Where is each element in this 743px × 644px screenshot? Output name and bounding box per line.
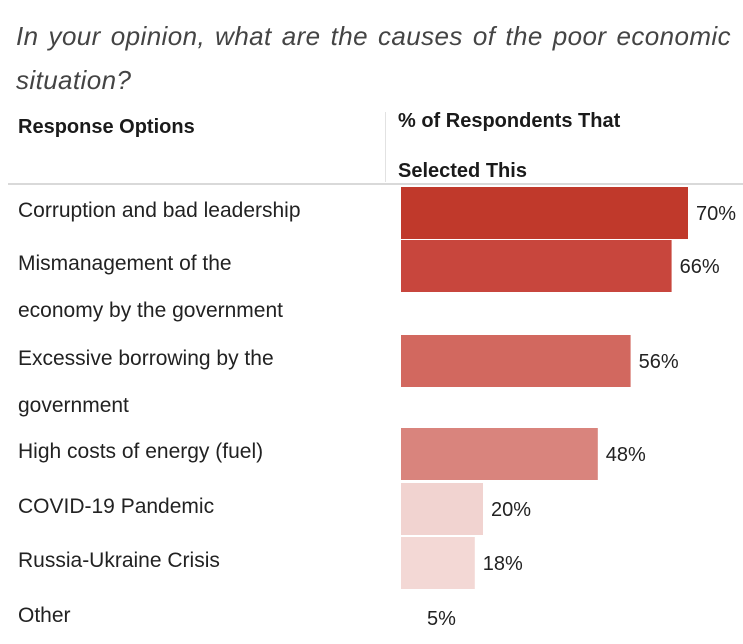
header-divider (385, 112, 386, 182)
bar (401, 428, 598, 480)
category-label: Excessive borrowing by the government (18, 347, 274, 417)
value-label: 20% (491, 499, 531, 521)
bar (401, 592, 422, 644)
value-label: 66% (680, 256, 720, 278)
response-options-header: Response Options (18, 116, 195, 138)
bar (401, 483, 483, 535)
value-label: 56% (639, 351, 679, 373)
header-rule (8, 183, 743, 185)
bar (401, 335, 631, 387)
category-label: Russia-Ukraine Crisis (18, 549, 220, 572)
bar (401, 187, 688, 239)
category-label: COVID-19 Pandemic (18, 495, 214, 518)
value-label: 70% (696, 203, 736, 225)
category-label: Mismanagement of the economy by the gover… (18, 252, 283, 322)
category-label: Other (18, 604, 71, 627)
value-label: 5% (427, 608, 456, 630)
bar (401, 240, 672, 292)
bar (401, 537, 475, 589)
percent-header: % of Respondents That Selected This (398, 110, 621, 182)
category-label: Corruption and bad leadership (18, 199, 301, 222)
question-text: In your opinion, what are the causes of … (16, 21, 731, 95)
value-label: 48% (606, 444, 646, 466)
category-label: High costs of energy (fuel) (18, 440, 263, 463)
value-label: 18% (483, 553, 523, 575)
